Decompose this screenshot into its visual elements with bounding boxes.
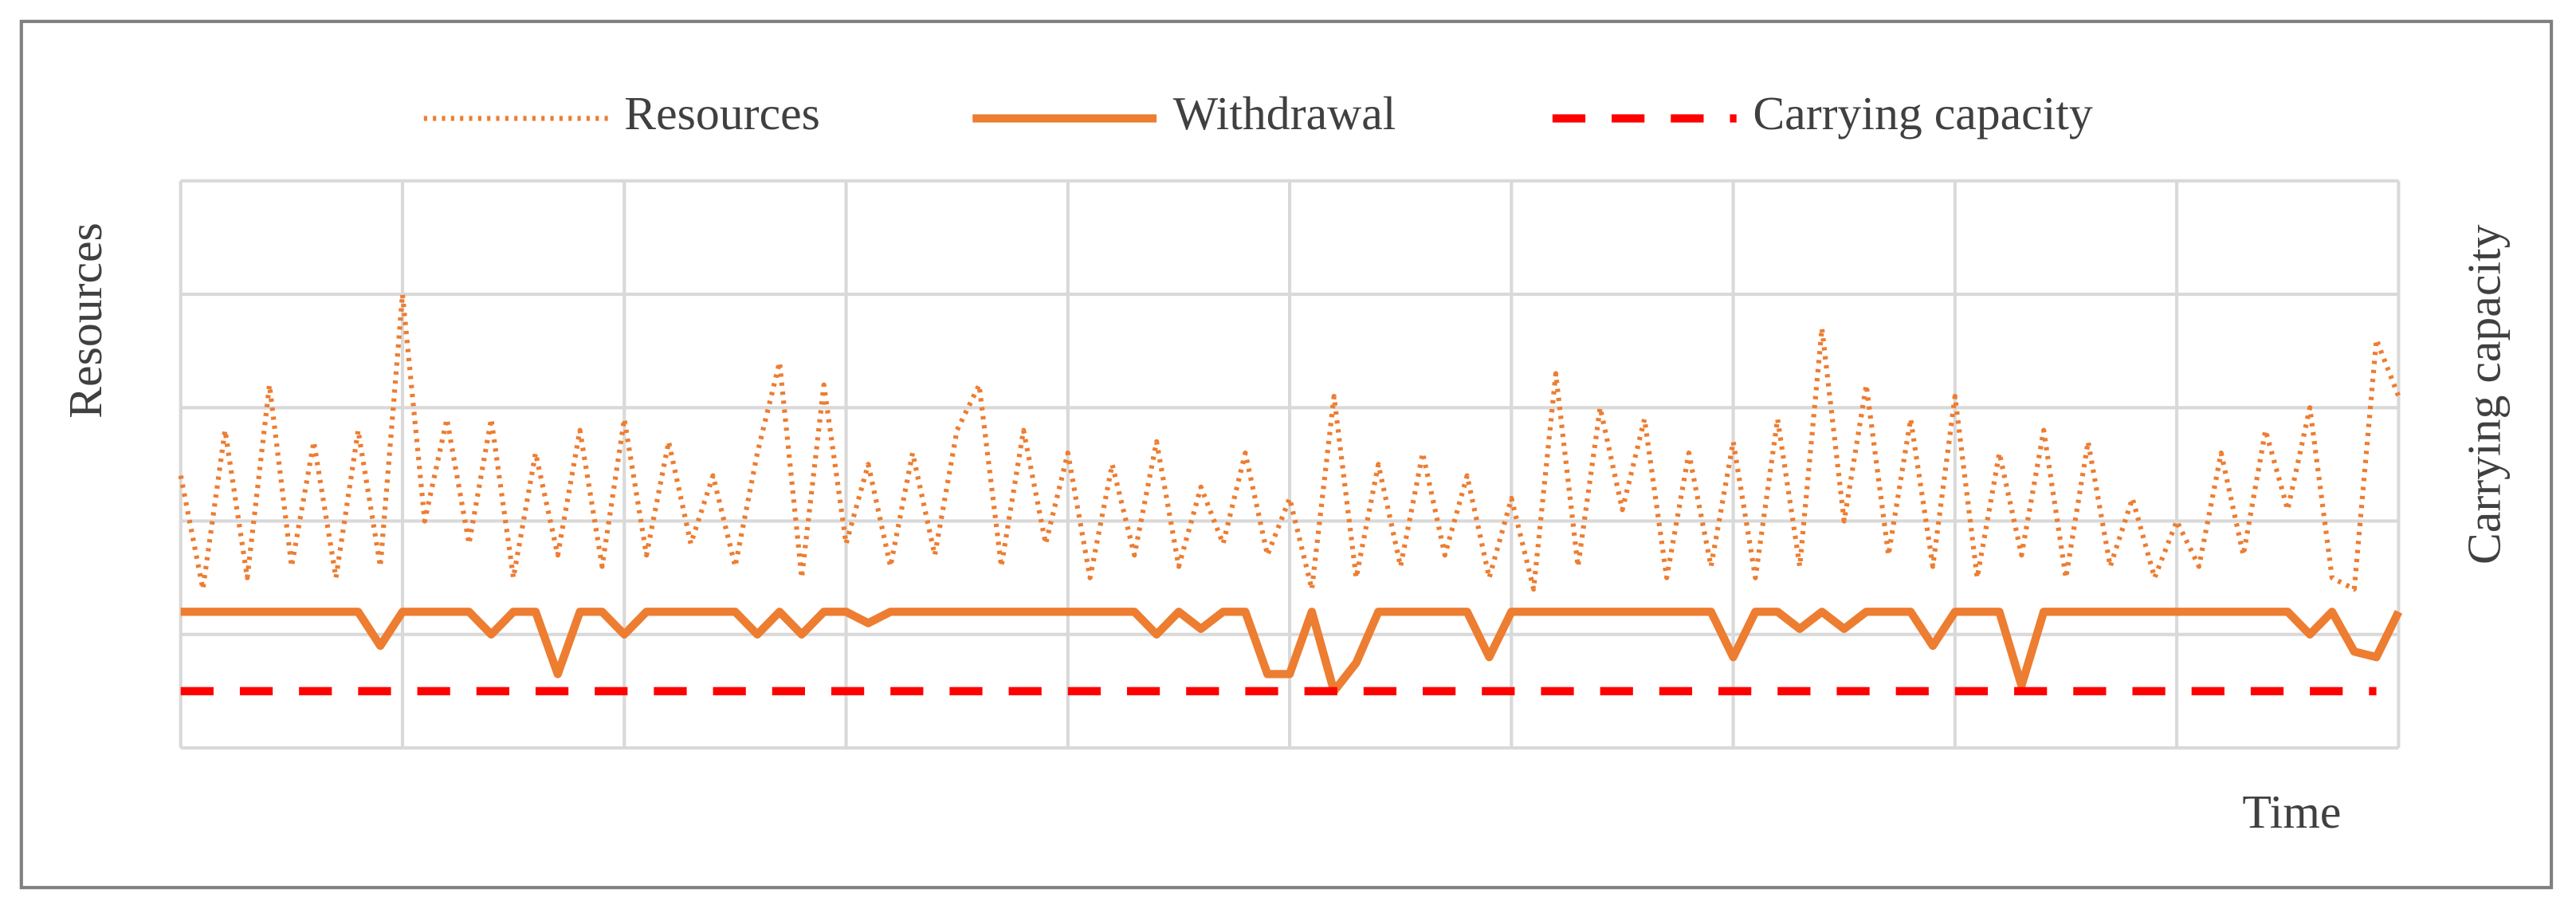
y2-axis-label: Carrying capacity	[2457, 224, 2510, 565]
x-axis-label: Time	[2242, 785, 2341, 838]
chart-frame	[19, 19, 2554, 890]
legend-label: Carrying capacity	[1753, 87, 2093, 140]
series-line	[178, 291, 2401, 592]
legend-label: Withdrawal	[1173, 87, 1396, 140]
y-axis-label: Resources	[59, 222, 112, 419]
legend-label: Resources	[624, 87, 820, 140]
series-line	[180, 608, 2403, 695]
